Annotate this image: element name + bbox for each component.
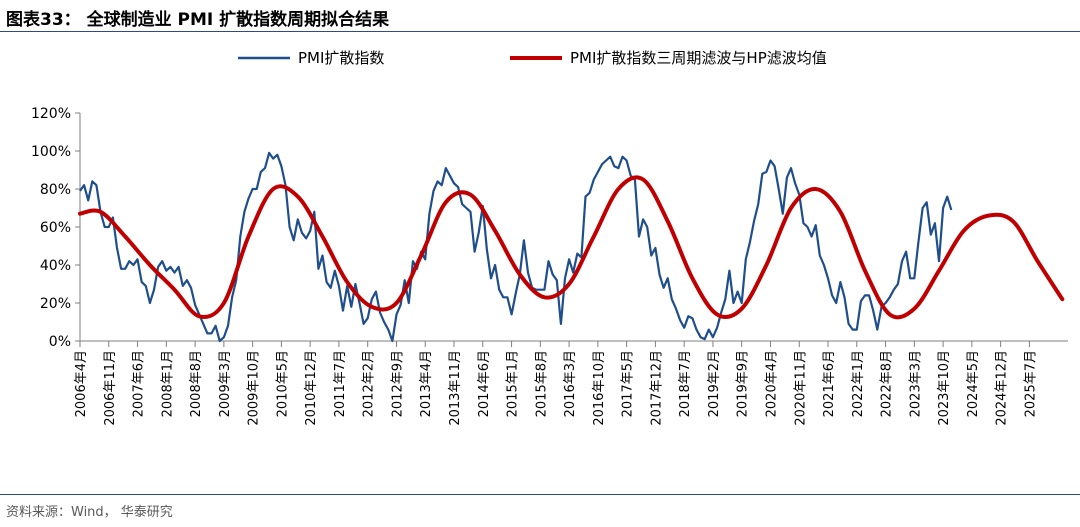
pmi-diffusion-line [79, 151, 953, 343]
y-tick-label: 80% [40, 182, 71, 198]
x-tick-label: 2013年4月 [419, 350, 434, 417]
x-tick-label: 2020年4月 [764, 350, 779, 417]
x-tick-label: 2023年3月 [908, 350, 923, 417]
x-tick-label: 2013年11月 [448, 350, 463, 426]
x-tick-label: 2014年6月 [477, 350, 492, 417]
legend: PMI扩散指数 PMI扩散指数三周期滤波与HP滤波均值 [238, 49, 827, 67]
top-rule [0, 31, 1080, 32]
y-axis: 0% 20% 40% 60% 80% 100% 120% [31, 106, 81, 350]
x-tick-label: 2019年9月 [736, 350, 751, 417]
x-tick-label: 2012年9月 [390, 350, 405, 417]
source-note: 资料来源：Wind， 华泰研究 [6, 505, 173, 520]
x-tick-label: 2008年1月 [160, 350, 175, 417]
figure-header: 图表33： 全球制造业 PMI 扩散指数周期拟合结果 [0, 0, 1080, 30]
x-tick-label: 2010年12月 [304, 350, 319, 426]
x-tick-label: 2006年11月 [103, 350, 118, 426]
figure-title: 图表33： 全球制造业 PMI 扩散指数周期拟合结果 [6, 10, 390, 30]
y-tick-label: 0% [49, 334, 71, 350]
x-tick-label: 2021年6月 [822, 350, 837, 417]
x-tick-label: 2009年3月 [218, 350, 233, 417]
x-tick-label: 2019年2月 [707, 350, 722, 417]
x-tick-label: 2015年8月 [534, 350, 549, 417]
plot-area [78, 151, 1065, 343]
x-axis: 2006年4月 2006年11月 2007年6月 2008年1月 2008年8月 2009… [74, 340, 1068, 426]
x-tick-label: 2023年10月 [937, 350, 952, 426]
x-tick-label: 2012年2月 [362, 350, 377, 417]
x-tick-label: 2008年8月 [189, 350, 204, 417]
y-tick-label: 20% [40, 296, 71, 312]
x-tick-label: 2020年11月 [793, 350, 808, 426]
y-tick-label: 120% [31, 106, 71, 122]
x-tick-label: 2007年6月 [132, 350, 147, 417]
x-tick-label: 2024年5月 [966, 350, 981, 417]
x-tick-label: 2022年1月 [851, 350, 866, 417]
filter-average-line [78, 175, 1065, 320]
x-tick-label: 2018年7月 [678, 350, 693, 417]
y-tick-label: 60% [40, 220, 71, 236]
legend-pmi-label: PMI扩散指数 [298, 49, 384, 67]
x-tick-label: 2025年7月 [1023, 350, 1038, 417]
x-tick-label: 2015年1月 [506, 350, 521, 417]
x-tick-label: 2016年10月 [592, 350, 607, 426]
x-tick-label: 2016年3月 [563, 350, 578, 417]
x-tick-label: 2024年12月 [995, 350, 1010, 426]
x-tick-label: 2017年12月 [649, 350, 664, 426]
legend-filter-label: PMI扩散指数三周期滤波与HP滤波均值 [570, 49, 827, 67]
x-tick-label: 2022年8月 [880, 350, 895, 417]
x-tick-label: 2017年5月 [621, 350, 636, 417]
x-tick-label: 2009年10月 [247, 350, 262, 426]
x-tick-label: 2006年4月 [74, 350, 89, 417]
y-tick-label: 100% [31, 144, 71, 160]
x-tick-label: 2011年7月 [333, 350, 348, 417]
bottom-rule [0, 494, 1080, 495]
y-tick-label: 40% [40, 258, 71, 274]
x-tick-label: 2010年5月 [275, 350, 290, 417]
